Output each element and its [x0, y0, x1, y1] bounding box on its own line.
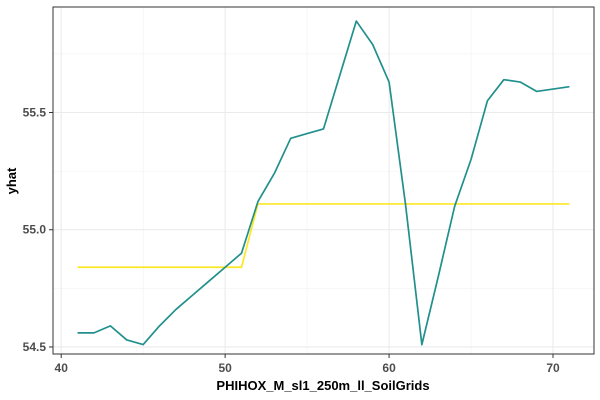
panel-background: [53, 7, 594, 354]
x-tick-label: 50: [218, 361, 232, 375]
series-line-0: [77, 20, 570, 346]
x-axis-title: PHIHOX_M_sl1_250m_ll_SoilGrids: [216, 378, 429, 393]
grid-minor: [53, 7, 594, 354]
y-tick-label: 54.5: [23, 340, 47, 354]
x-tick-label: 40: [55, 361, 69, 375]
x-tick-label: 70: [546, 361, 560, 375]
y-tick-label: 55.0: [23, 223, 47, 237]
series-layer: [77, 20, 570, 346]
grid-major: [53, 7, 594, 354]
panel-border: [52, 6, 595, 355]
ticks-layer: 40 50 60 70 54.5 55.0 55.5: [23, 106, 560, 375]
x-tick-label: 60: [382, 361, 396, 375]
series-line-1: [77, 203, 570, 269]
y-tick-label: 55.5: [23, 106, 47, 120]
y-axis-title: yhat: [4, 167, 19, 194]
